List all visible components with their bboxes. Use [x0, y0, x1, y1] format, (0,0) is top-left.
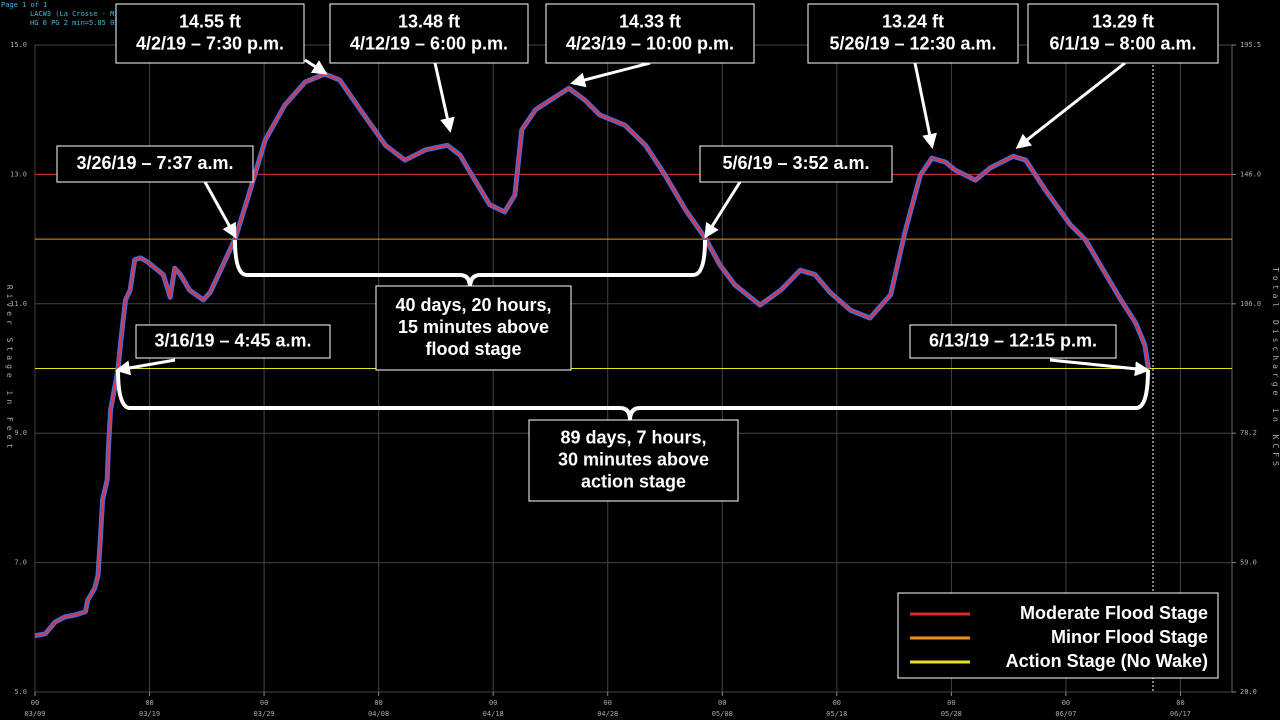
header-text: Page 1 of 1 — [1, 1, 47, 9]
annotation-text: 40 days, 20 hours, — [395, 295, 551, 315]
annotation-text: 4/12/19 – 6:00 p.m. — [350, 33, 508, 53]
x-tick-label: 03/29 — [254, 710, 275, 718]
annotation-arrow — [115, 358, 176, 376]
y2-tick-label: 146.0 — [1240, 170, 1261, 178]
annotation-text: 6/1/19 – 8:00 a.m. — [1049, 33, 1196, 53]
annotation-arrow — [704, 181, 742, 239]
annotation-text: 15 minutes above — [398, 317, 549, 337]
y-tick-label: 15.0 — [10, 41, 27, 49]
brace — [233, 239, 707, 289]
header-text: HG 0 PG 2 min=5.85 03 — [30, 19, 119, 27]
annotation-text: 5/6/19 – 3:52 a.m. — [722, 153, 869, 173]
y-tick-label: 7.0 — [14, 559, 27, 567]
annotation-box — [528, 419, 739, 502]
x-tick-label: 06/17 — [1170, 710, 1191, 718]
x-tick-sublabel: 00 — [604, 699, 612, 707]
brace — [116, 369, 1150, 421]
x-tick-sublabel: 00 — [947, 699, 955, 707]
y-tick-label: 13.0 — [10, 170, 27, 178]
annotation-box — [56, 145, 254, 183]
annotation-arrow — [304, 58, 328, 75]
legend-label: Action Stage (No Wake) — [1006, 651, 1208, 671]
y2-tick-label: 20.0 — [1240, 688, 1257, 696]
annotation-arrow — [570, 61, 651, 88]
x-tick-label: 05/28 — [941, 710, 962, 718]
annotation-text: 30 minutes above — [558, 449, 709, 469]
x-tick-label: 05/18 — [826, 710, 847, 718]
annotation-box — [115, 3, 305, 64]
annotation-arrow — [913, 62, 937, 149]
y-tick-label: 5.0 — [14, 688, 27, 696]
annotation-text: 5/26/19 – 12:30 a.m. — [829, 33, 996, 53]
x-tick-label: 03/09 — [24, 710, 45, 718]
x-tick-label: 04/08 — [368, 710, 389, 718]
annotation-arrow — [1015, 61, 1126, 149]
y2-tick-label: 106.0 — [1240, 300, 1261, 308]
x-tick-label: 04/18 — [483, 710, 504, 718]
y-axis-title: River Stage in Feet — [5, 285, 14, 453]
annotation-arrow — [433, 62, 455, 133]
annotation-text: 13.24 ft — [882, 11, 944, 31]
x-tick-sublabel: 00 — [374, 699, 382, 707]
annotation-box — [1027, 3, 1219, 64]
header-text: LACW3 (La Crosse - Missi — [30, 10, 131, 18]
annotation-box — [329, 3, 529, 64]
annotation-box — [545, 3, 755, 64]
annotation-text: 14.55 ft — [179, 11, 241, 31]
annotation-text: 6/13/19 – 12:15 p.m. — [929, 330, 1097, 350]
annotation-box — [909, 324, 1117, 359]
legend-label: Moderate Flood Stage — [1020, 603, 1208, 623]
legend-label: Minor Flood Stage — [1051, 627, 1208, 647]
x-tick-label: 04/28 — [597, 710, 618, 718]
y2-tick-label: 78.2 — [1240, 429, 1257, 437]
annotation-text: action stage — [581, 471, 686, 491]
x-tick-label: 05/08 — [712, 710, 733, 718]
x-tick-sublabel: 00 — [489, 699, 497, 707]
annotation-arrow — [1049, 358, 1150, 377]
annotation-text: flood stage — [425, 339, 521, 359]
x-tick-sublabel: 00 — [260, 699, 268, 707]
x-tick-sublabel: 00 — [31, 699, 39, 707]
y2-axis-title: Total Discharge in KCFS — [1271, 267, 1280, 470]
x-tick-label: 03/19 — [139, 710, 160, 718]
annotation-box — [375, 285, 572, 371]
annotation-text: 4/23/19 – 10:00 p.m. — [566, 33, 734, 53]
annotation-box — [807, 3, 1019, 64]
annotation-text: 4/2/19 – 7:30 p.m. — [136, 33, 284, 53]
y-tick-label: 9.0 — [14, 429, 27, 437]
annotation-text: 3/26/19 – 7:37 a.m. — [76, 153, 233, 173]
annotation-text: 14.33 ft — [619, 11, 681, 31]
x-tick-label: 06/07 — [1055, 710, 1076, 718]
y2-tick-label: 59.0 — [1240, 559, 1257, 567]
annotation-arrow — [203, 181, 237, 239]
x-tick-sublabel: 00 — [718, 699, 726, 707]
annotation-box — [699, 145, 893, 183]
y2-tick-label: 195.5 — [1240, 41, 1261, 49]
y-tick-label: 11.0 — [10, 300, 27, 308]
annotation-text: 3/16/19 – 4:45 a.m. — [154, 330, 311, 350]
annotation-text: 13.29 ft — [1092, 11, 1154, 31]
x-tick-sublabel: 00 — [1176, 699, 1184, 707]
x-tick-sublabel: 00 — [145, 699, 153, 707]
annotation-box — [135, 324, 331, 359]
x-tick-sublabel: 00 — [1062, 699, 1070, 707]
x-tick-sublabel: 00 — [833, 699, 841, 707]
annotation-text: 13.48 ft — [398, 11, 460, 31]
annotation-text: 89 days, 7 hours, — [560, 427, 706, 447]
legend-box — [897, 592, 1219, 679]
